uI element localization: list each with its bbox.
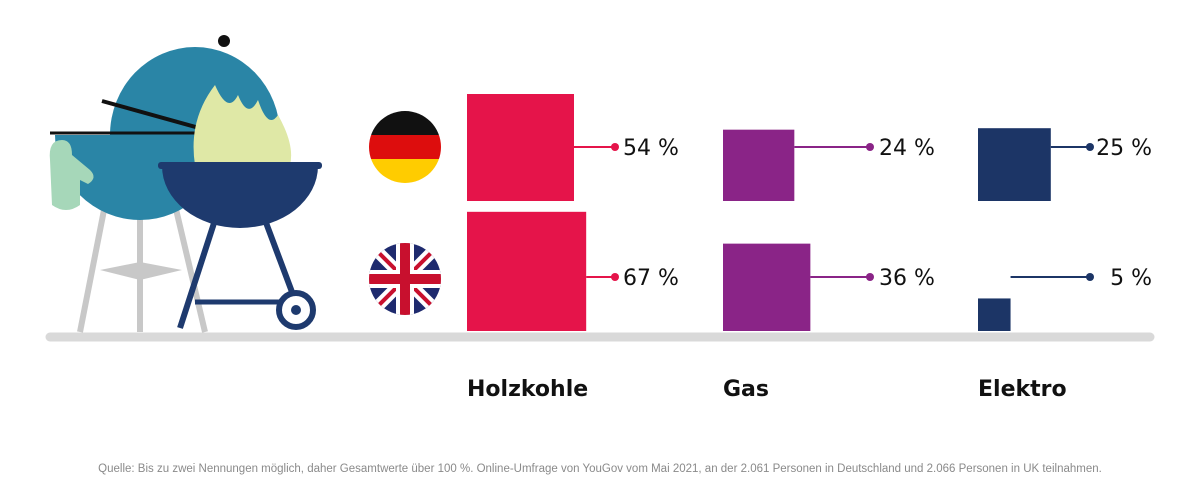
bar-holzkohle-deutschland xyxy=(467,94,574,201)
flame-icon xyxy=(193,85,292,165)
leader-dot xyxy=(611,273,619,281)
data-label: 36 % xyxy=(879,266,935,291)
data-label: 67 % xyxy=(623,266,679,291)
grill-illustration xyxy=(49,35,322,333)
bar-gas-uk xyxy=(723,243,811,331)
category-label-elektro: Elektro xyxy=(978,377,1067,402)
leader-dot xyxy=(866,273,874,281)
bar-elektro-deutschland xyxy=(978,128,1051,201)
bar-group: 54 % 24 % 25 % 67 % 36 % 5 % xyxy=(467,94,1152,331)
oven-mitt-icon xyxy=(49,140,94,210)
source-note: Quelle: Bis zu zwei Nennungen möglich, d… xyxy=(98,463,1102,475)
bar-elektro-uk xyxy=(978,298,1011,331)
charcoal-grill-icon xyxy=(158,162,322,330)
leader-dot xyxy=(866,143,874,151)
leader-dot xyxy=(611,143,619,151)
data-label: 54 % xyxy=(623,136,679,161)
leader-dot xyxy=(1086,273,1094,281)
leader-dot xyxy=(1086,143,1094,151)
germany-flag xyxy=(369,111,441,183)
bar-holzkohle-uk xyxy=(467,211,587,331)
data-label: 24 % xyxy=(879,136,935,161)
data-label: 25 % xyxy=(1096,136,1152,161)
bar-gas-deutschland xyxy=(723,129,795,201)
data-label: 5 % xyxy=(1110,266,1152,291)
uk-flag xyxy=(369,243,441,315)
category-label-holzkohle: Holzkohle xyxy=(467,377,588,402)
category-label-gas: Gas xyxy=(723,377,769,402)
